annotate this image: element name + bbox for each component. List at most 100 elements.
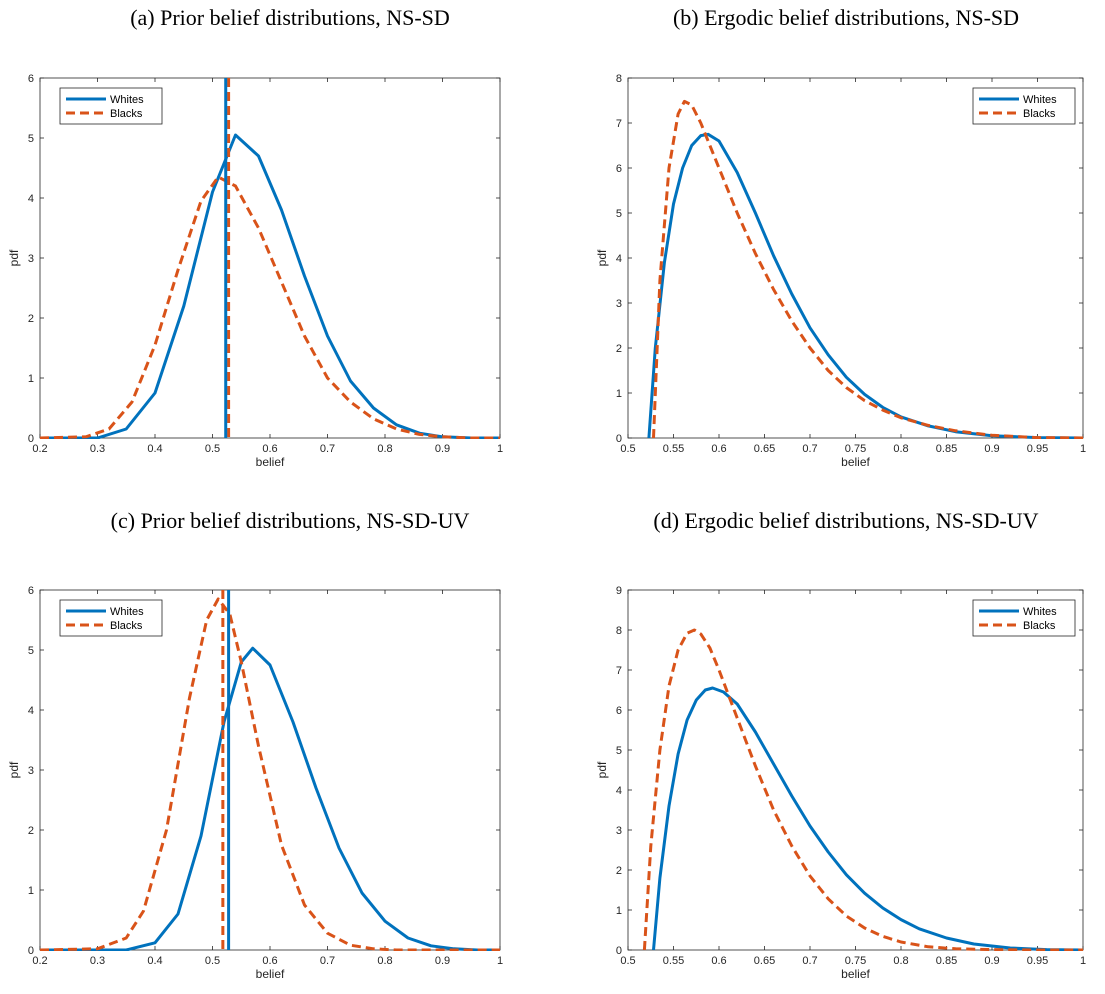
- axes-frame: [39, 77, 501, 439]
- chart-title: (b) Ergodic belief distributions, NS-SD: [673, 5, 1019, 30]
- y-tick-label: 6: [28, 585, 34, 597]
- x-tick-label: 0.5: [205, 955, 220, 967]
- y-tick-label: 3: [616, 298, 622, 310]
- y-tick-label: 6: [616, 705, 622, 717]
- axes-frame: [627, 589, 1084, 951]
- chart-panel-3: (d) Ergodic belief distributions, NS-SD-…: [595, 508, 1086, 981]
- chart-panel-1: (b) Ergodic belief distributions, NS-SD 0…: [595, 5, 1086, 469]
- y-tick-label: 3: [28, 765, 34, 777]
- y-tick-label: 5: [616, 208, 622, 220]
- series-line-whites: [647, 132, 1083, 439]
- x-tick-label: 0.5: [205, 443, 220, 455]
- axes-frame: [627, 77, 1084, 439]
- y-tick-label: 1: [28, 885, 34, 897]
- y-tick-label: 4: [28, 193, 34, 205]
- y-axis-label: pdf: [7, 761, 21, 778]
- x-tick-label: 0.9: [984, 955, 999, 967]
- x-axis-label: belief: [841, 455, 870, 469]
- x-tick-label: 0.6: [262, 443, 277, 455]
- x-tick-label: 0.7: [320, 443, 335, 455]
- x-tick-label: 1: [1080, 443, 1086, 455]
- x-tick-label: 0.5: [620, 443, 635, 455]
- y-tick-label: 6: [616, 163, 622, 175]
- legend-label-blacks: Blacks: [110, 620, 143, 632]
- series-line-blacks: [40, 597, 500, 951]
- x-tick-label: 0.85: [936, 443, 957, 455]
- y-tick-label: 2: [616, 343, 622, 355]
- y-tick-label: 3: [616, 825, 622, 837]
- x-axis-label: belief: [841, 967, 870, 981]
- x-tick-label: 0.7: [320, 955, 335, 967]
- y-tick-label: 2: [28, 825, 34, 837]
- y-axis-label: pdf: [595, 761, 609, 778]
- y-tick-label: 0: [616, 945, 622, 957]
- x-tick-label: 0.2: [32, 443, 47, 455]
- legend: Whites Blacks: [972, 599, 1076, 637]
- y-tick-label: 1: [28, 373, 34, 385]
- legend-box: [972, 599, 1076, 637]
- y-tick-label: 9: [616, 585, 622, 597]
- y-tick-label: 0: [616, 433, 622, 445]
- legend: Whites Blacks: [59, 87, 163, 125]
- x-tick-label: 0.55: [663, 443, 684, 455]
- series-line-whites: [40, 646, 500, 951]
- x-tick-label: 0.65: [754, 955, 775, 967]
- x-tick-label: 0.2: [32, 955, 47, 967]
- y-tick-label: 4: [616, 253, 622, 265]
- chart-title: (d) Ergodic belief distributions, NS-SD-…: [653, 508, 1038, 533]
- legend-box: [59, 87, 163, 125]
- y-axis-label: pdf: [595, 249, 609, 266]
- legend-label-whites: Whites: [110, 94, 144, 106]
- chart-title: (c) Prior belief distributions, NS-SD-UV: [111, 508, 470, 533]
- y-tick-label: 2: [616, 865, 622, 877]
- x-tick-label: 0.95: [1027, 443, 1048, 455]
- y-tick-label: 5: [28, 133, 34, 145]
- x-tick-label: 0.6: [711, 443, 726, 455]
- y-tick-label: 6: [28, 73, 34, 85]
- axes-frame: [39, 589, 501, 951]
- y-tick-label: 0: [28, 433, 34, 445]
- x-tick-label: 0.75: [845, 955, 866, 967]
- y-tick-label: 7: [616, 118, 622, 130]
- series-line-whites: [652, 686, 1083, 951]
- chart-panel-0: (a) Prior belief distributions, NS-SD 0.2…: [7, 5, 503, 469]
- x-tick-label: 1: [497, 955, 503, 967]
- x-tick-label: 0.3: [90, 443, 105, 455]
- x-tick-label: 0.65: [754, 443, 775, 455]
- x-tick-label: 0.6: [262, 955, 277, 967]
- x-tick-label: 1: [1080, 955, 1086, 967]
- legend-label-whites: Whites: [1023, 606, 1057, 618]
- x-tick-label: 0.8: [893, 443, 908, 455]
- legend-label-blacks: Blacks: [1023, 620, 1056, 632]
- x-tick-label: 0.7: [802, 443, 817, 455]
- y-tick-label: 0: [28, 945, 34, 957]
- x-tick-label: 0.8: [893, 955, 908, 967]
- legend-label-whites: Whites: [1023, 94, 1057, 106]
- x-axis-label: belief: [256, 967, 285, 981]
- x-tick-label: 0.8: [377, 443, 392, 455]
- x-tick-label: 0.9: [435, 443, 450, 455]
- chart-panel-2: (c) Prior belief distributions, NS-SD-UV…: [7, 508, 503, 981]
- legend-box: [972, 87, 1076, 125]
- x-tick-label: 0.7: [802, 955, 817, 967]
- legend: Whites Blacks: [59, 599, 163, 637]
- x-tick-label: 0.55: [663, 955, 684, 967]
- x-tick-label: 0.5: [620, 955, 635, 967]
- x-tick-label: 1: [497, 443, 503, 455]
- x-tick-label: 0.9: [984, 443, 999, 455]
- legend-label-blacks: Blacks: [1023, 108, 1056, 120]
- y-tick-label: 4: [28, 705, 34, 717]
- y-tick-label: 5: [28, 645, 34, 657]
- x-tick-label: 0.95: [1027, 955, 1048, 967]
- series-line-blacks: [652, 99, 1083, 439]
- y-axis-label: pdf: [7, 249, 21, 266]
- y-tick-label: 1: [616, 388, 622, 400]
- x-tick-label: 0.9: [435, 955, 450, 967]
- series-line-blacks: [642, 628, 1083, 951]
- legend-label-blacks: Blacks: [110, 108, 143, 120]
- x-tick-label: 0.75: [845, 443, 866, 455]
- chart-title: (a) Prior belief distributions, NS-SD: [130, 5, 450, 30]
- y-tick-label: 7: [616, 665, 622, 677]
- y-tick-label: 3: [28, 253, 34, 265]
